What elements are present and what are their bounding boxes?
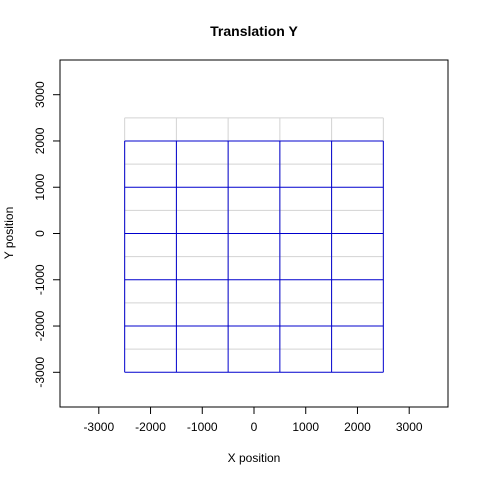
y-axis-title: Y position	[2, 207, 16, 259]
y-tick-label: 2000	[33, 127, 47, 154]
series-layer	[124, 117, 384, 373]
x-tick-label: 1000	[292, 420, 319, 434]
x-tick-label: -1000	[187, 420, 218, 434]
y-tick-label: 0	[33, 230, 47, 237]
y-tick-label: -1000	[33, 264, 47, 295]
y-tick-label: -2000	[33, 310, 47, 341]
series-translated-grid	[124, 140, 384, 373]
y-tick-label: 1000	[33, 174, 47, 201]
x-tick-label: 3000	[396, 420, 423, 434]
y-tick-label: -3000	[33, 357, 47, 388]
x-tick-label: 0	[251, 420, 258, 434]
x-tick-label: -3000	[83, 420, 114, 434]
y-tick-label: 3000	[33, 81, 47, 108]
x-tick-label: 2000	[344, 420, 371, 434]
y-axis: -3000 -2000 -1000 0 1000 2000 3000	[33, 81, 61, 388]
x-tick-label: -2000	[135, 420, 166, 434]
x-axis: -3000 -2000 -1000 0 1000 2000 3000	[83, 406, 423, 434]
x-axis-title: X position	[228, 451, 281, 465]
chart-title: Translation Y	[210, 23, 298, 39]
